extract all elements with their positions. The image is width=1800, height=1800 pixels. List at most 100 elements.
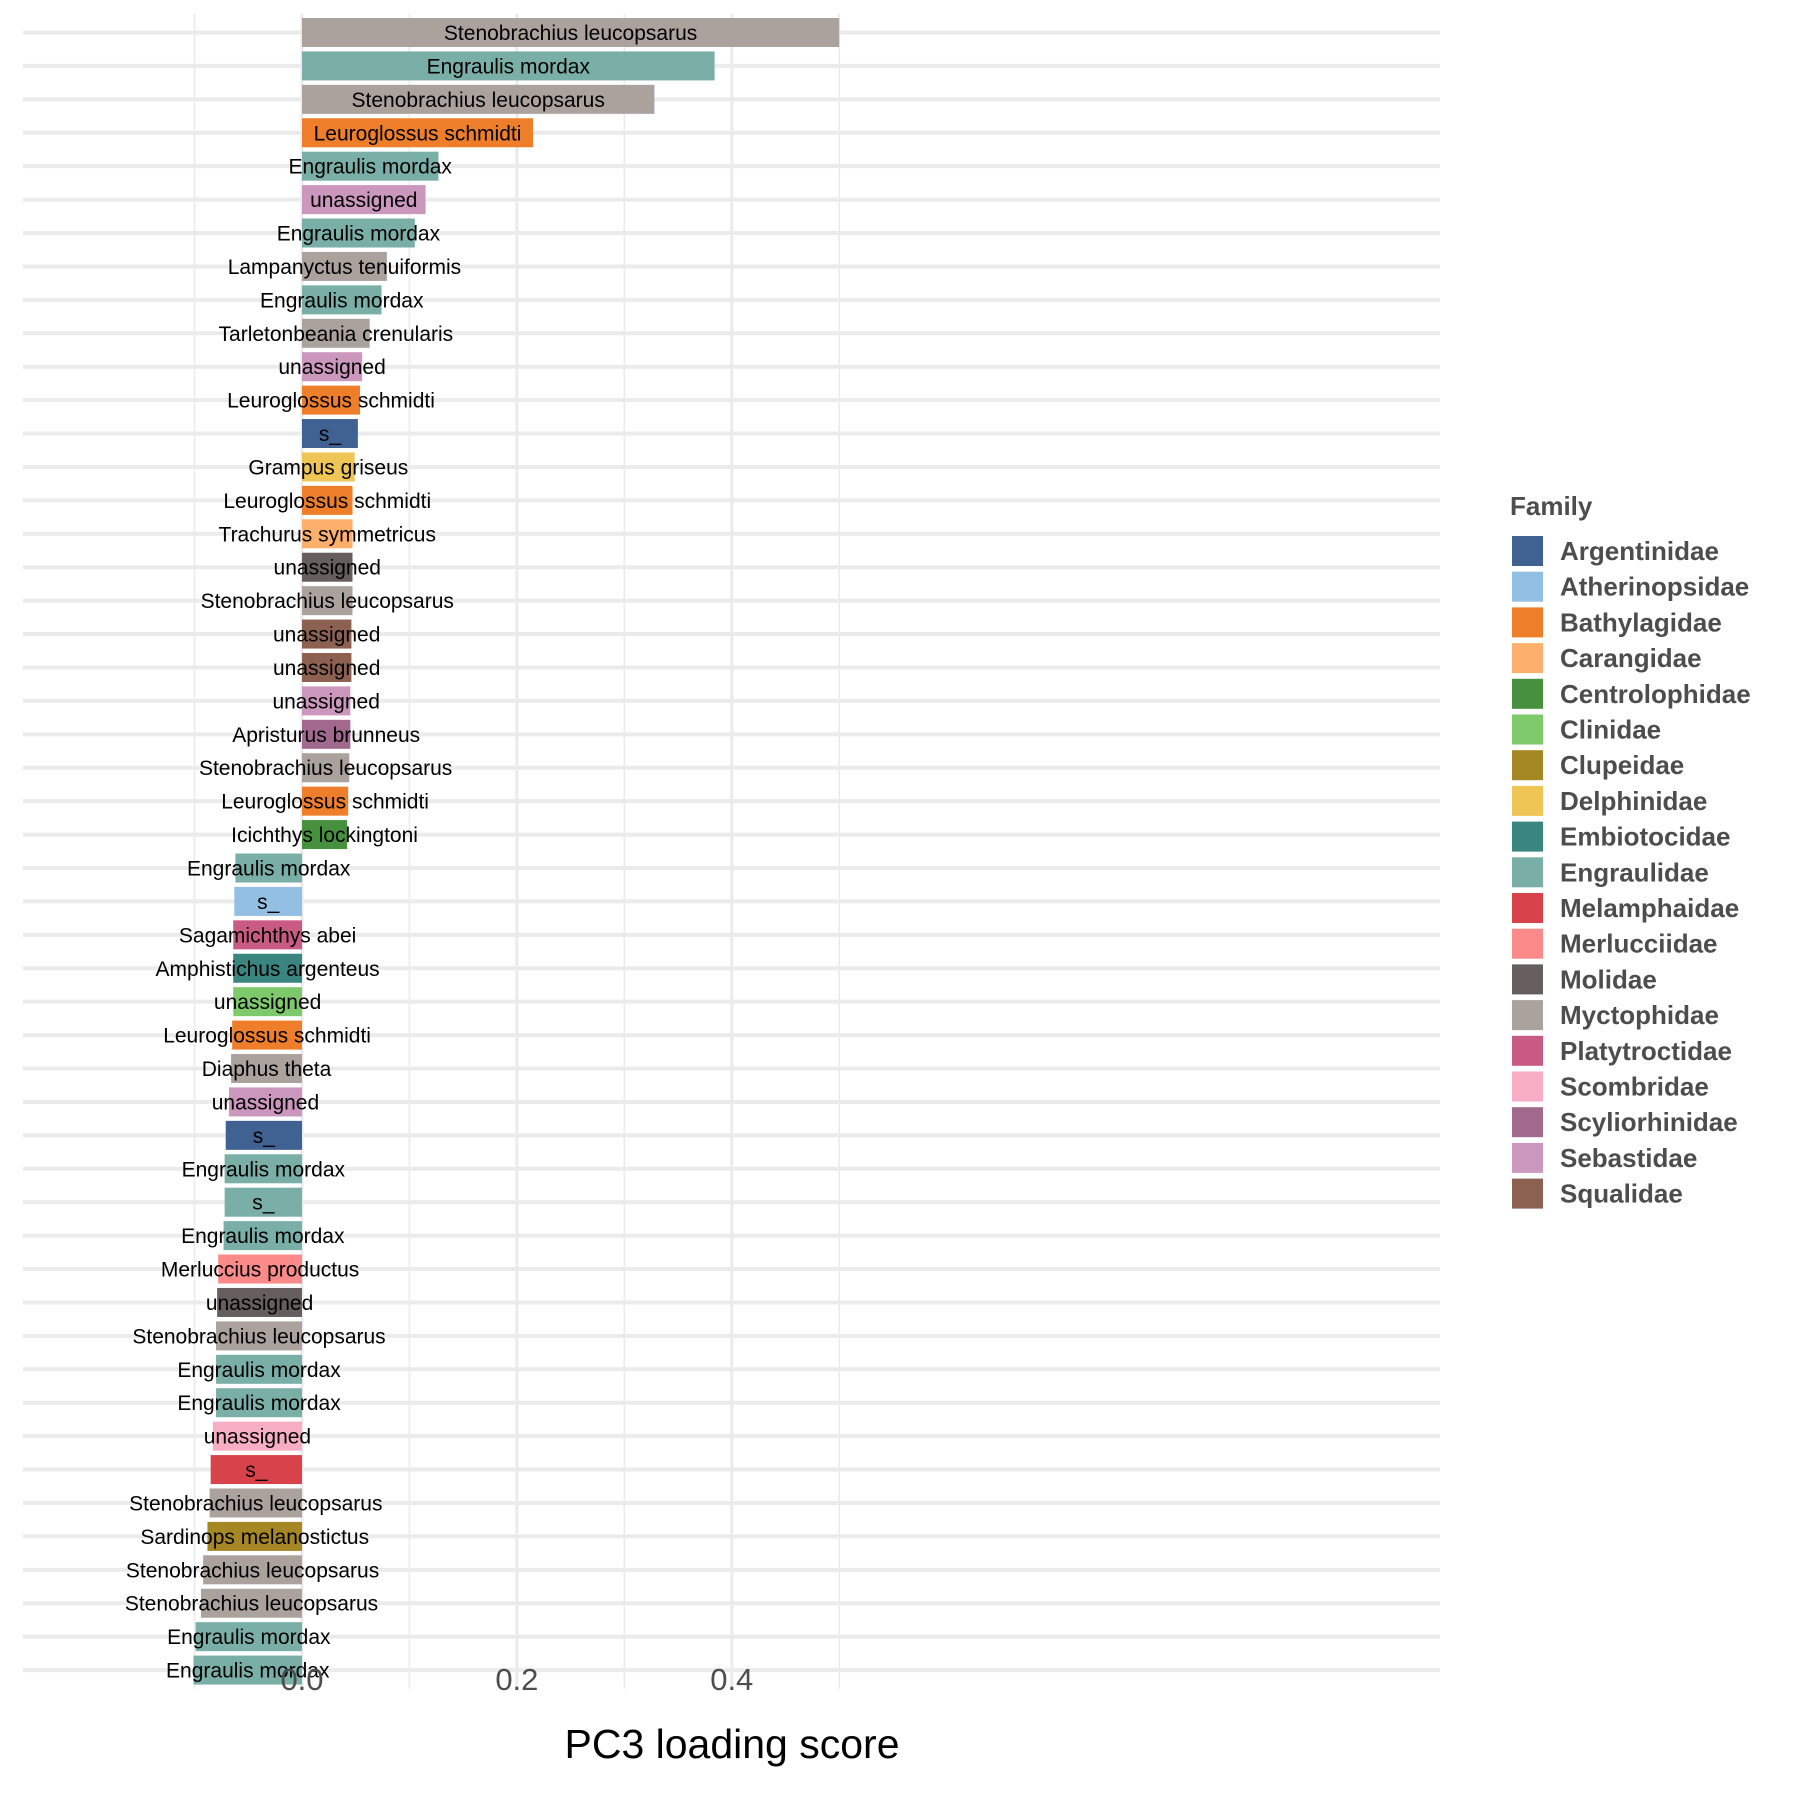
- bar-label: Leuroglossus schmidti: [227, 390, 435, 413]
- legend-swatch: [1512, 714, 1543, 745]
- bar-label: unassigned: [204, 1426, 311, 1449]
- legend-item: Molidae: [1512, 964, 1657, 995]
- bar-label: Diaphus theta: [202, 1058, 332, 1081]
- bar-label: Stenobrachius leucopsarus: [444, 22, 697, 45]
- legend-item: Merlucciidae: [1512, 928, 1718, 959]
- legend-item: Myctophidae: [1512, 1000, 1719, 1031]
- bar: [232, 1020, 302, 1050]
- bar-label: Trachurus symmetricus: [219, 523, 436, 546]
- bar: [228, 1087, 302, 1117]
- legend-label: Platytroctidae: [1560, 1036, 1732, 1066]
- bar: [218, 1254, 302, 1284]
- bar: [302, 84, 655, 114]
- legend-swatch: [1512, 750, 1543, 781]
- bar: [195, 1622, 302, 1652]
- bar-label: unassigned: [214, 991, 321, 1014]
- bar: [302, 753, 350, 783]
- bar-label: s_: [245, 1459, 268, 1482]
- bar: [217, 1287, 302, 1317]
- bar: [302, 385, 361, 415]
- legend-item: Scombridae: [1512, 1071, 1709, 1102]
- bar: [302, 519, 353, 549]
- bar-label: unassigned: [310, 189, 417, 212]
- bar-label: Engraulis mordax: [166, 1660, 330, 1683]
- bar: [302, 251, 387, 281]
- x-axis-title: PC3 loading score: [564, 1721, 899, 1767]
- legend-swatch: [1512, 1178, 1543, 1209]
- legend-item: Platytroctidae: [1512, 1035, 1732, 1066]
- bar-label: unassigned: [278, 356, 385, 379]
- bar: [210, 1455, 302, 1485]
- bar-label: Stenobrachius leucopsarus: [132, 1325, 385, 1348]
- bar-label: s_: [252, 1192, 275, 1215]
- bar-label: Engraulis mordax: [177, 1359, 341, 1382]
- bar-label: Stenobrachius leucopsarus: [129, 1492, 382, 1515]
- bar: [224, 1187, 302, 1217]
- legend-label: Myctophidae: [1560, 1000, 1719, 1030]
- legend-swatch: [1512, 678, 1543, 709]
- legend-item: Sebastidae: [1512, 1142, 1697, 1173]
- legend-item: Scyliorhinidae: [1512, 1107, 1738, 1138]
- bar-label: Engraulis mordax: [181, 1225, 345, 1248]
- bar-label: Apristurus brunneus: [232, 724, 420, 747]
- bar: [302, 719, 351, 749]
- legend-swatch: [1512, 785, 1543, 816]
- legend-title: Family: [1510, 491, 1593, 521]
- bar: [207, 1521, 302, 1551]
- bar-label: Leuroglossus schmidti: [223, 490, 431, 513]
- legend-label: Centrolophidae: [1560, 679, 1751, 709]
- legend-item: Atherinopsidae: [1512, 571, 1749, 602]
- legend-item: Clinidae: [1512, 714, 1661, 745]
- legend-label: Melamphaidae: [1560, 893, 1739, 923]
- bar-label: Stenobrachius leucopsarus: [126, 1559, 379, 1582]
- bar: [302, 151, 439, 181]
- bars: [193, 18, 840, 1685]
- legend-swatch: [1512, 643, 1543, 674]
- bar: [216, 1321, 302, 1351]
- legend-swatch: [1512, 893, 1543, 923]
- bar-label: unassigned: [273, 624, 380, 647]
- legend-item: Embiotocidae: [1512, 821, 1730, 852]
- bar-label: Engraulis mordax: [167, 1626, 331, 1649]
- bar: [302, 419, 358, 449]
- legend-label: Sebastidae: [1560, 1143, 1697, 1173]
- bar-label: Engraulis mordax: [260, 289, 424, 312]
- bar-label: Grampus griseus: [248, 456, 408, 479]
- bar: [193, 1655, 302, 1685]
- bar: [302, 586, 353, 616]
- bar-label: Icichthys lockingtoni: [231, 824, 418, 847]
- bar: [302, 352, 363, 382]
- bar: [209, 1488, 302, 1518]
- legend-label: Clupeidae: [1560, 750, 1684, 780]
- bar: [234, 886, 302, 916]
- bar-label: Engraulis mordax: [427, 55, 591, 78]
- bar: [216, 1354, 302, 1384]
- legend-item: Melamphaidae: [1512, 893, 1739, 923]
- bar: [302, 285, 382, 315]
- legend-label: Argentinidae: [1560, 536, 1719, 566]
- bar-label: Tarletonbeania crenularis: [219, 323, 454, 346]
- legend-swatch: [1512, 928, 1543, 959]
- bar: [201, 1588, 302, 1618]
- bar: [302, 786, 349, 816]
- bar-label: Stenobrachius leucopsarus: [125, 1593, 378, 1616]
- horizontal-gridlines: [23, 30, 1440, 1673]
- legend-label: Clinidae: [1560, 715, 1661, 745]
- legend-swatch: [1512, 1071, 1543, 1102]
- bar: [203, 1555, 302, 1585]
- bar-label: unassigned: [273, 657, 380, 680]
- bar-label: Stenobrachius leucopsarus: [199, 757, 452, 780]
- bar-label: Stenobrachius leucopsarus: [352, 89, 605, 112]
- bar: [302, 820, 348, 850]
- bar-label: Engraulis mordax: [177, 1392, 341, 1415]
- bar: [302, 552, 353, 582]
- bar: [233, 987, 302, 1017]
- bar: [302, 185, 426, 215]
- legend-label: Squalidae: [1560, 1179, 1683, 1209]
- legend-swatch: [1512, 964, 1543, 995]
- legend-label: Merlucciidae: [1560, 929, 1718, 959]
- bar: [233, 920, 302, 950]
- bar-label: Sardinops melanostictus: [140, 1526, 369, 1549]
- legend-label: Scombridae: [1560, 1072, 1709, 1102]
- legend-item: Clupeidae: [1512, 750, 1684, 781]
